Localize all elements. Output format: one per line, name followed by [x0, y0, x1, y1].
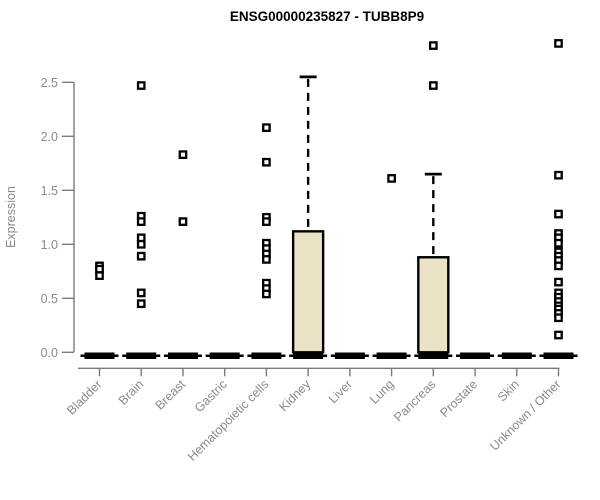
x-tick-label: Pancreas — [391, 377, 438, 424]
median-bar-zero — [209, 352, 240, 359]
x-tick-label: Bladder — [64, 377, 104, 417]
outlier-point — [178, 150, 188, 160]
y-tick-label: 1.0 — [41, 238, 58, 252]
outlier-point — [136, 299, 146, 309]
median-bar-zero — [376, 352, 407, 359]
outlier-point — [262, 157, 271, 167]
outlier-point — [554, 313, 563, 323]
x-tick-label: Liver — [326, 377, 355, 406]
median-bar-zero — [126, 352, 157, 359]
outlier-point — [554, 170, 563, 180]
outlier-point — [136, 217, 146, 226]
outlier-point — [554, 209, 563, 219]
outlier-point — [136, 239, 146, 249]
median-bar-zero — [251, 352, 282, 359]
outlier-point — [554, 330, 563, 340]
outlier-point — [136, 251, 146, 261]
outlier-point — [178, 217, 188, 226]
y-tick-label: 1.5 — [41, 184, 58, 198]
chart-title: ENSG00000235827 - TUBB8P9 — [230, 9, 424, 24]
box-pancreas — [417, 256, 450, 354]
x-tick-label: Unknown / Other — [487, 377, 563, 453]
outlier-point — [554, 238, 563, 248]
outlier-point — [554, 261, 563, 271]
outlier-point — [136, 81, 146, 90]
x-tick-label: Breast — [153, 377, 189, 413]
outlier-point — [95, 271, 104, 280]
outlier-point — [262, 217, 271, 226]
median-bar-zero — [167, 352, 198, 359]
median-bar-zero — [501, 352, 532, 359]
median-bar-zero — [460, 352, 491, 359]
y-tick-label: 2.0 — [41, 130, 58, 144]
outlier-point — [262, 123, 271, 133]
y-tick-label: 0.5 — [41, 292, 58, 306]
median-bar-zero — [334, 352, 365, 359]
median-bar-zero — [84, 352, 115, 359]
outlier-point — [262, 255, 271, 264]
outlier-point — [136, 288, 146, 298]
outlier-point — [554, 39, 563, 48]
x-tick-label: Skin — [495, 377, 522, 404]
x-tick-label: Brain — [116, 377, 147, 408]
outlier-point — [554, 277, 563, 287]
x-tick-label: Lung — [367, 377, 397, 407]
median-bar-zero — [293, 352, 324, 359]
y-axis-title: Expression — [4, 186, 18, 248]
x-tick-label: Kidney — [276, 377, 313, 414]
y-tick-label: 0.0 — [41, 346, 58, 360]
outlier-point — [262, 289, 271, 299]
x-tick-label: Prostate — [437, 377, 480, 420]
x-tick-label: Hematopoietic cells — [185, 377, 272, 464]
median-bar-zero — [418, 352, 449, 359]
outlier-point — [428, 81, 438, 90]
median-bar-zero — [543, 352, 574, 359]
outlier-point — [387, 174, 396, 183]
x-tick-label: Gastric — [192, 377, 230, 415]
y-tick-label: 2.5 — [41, 76, 58, 90]
box-kidney — [291, 230, 325, 354]
outlier-point — [428, 41, 438, 50]
